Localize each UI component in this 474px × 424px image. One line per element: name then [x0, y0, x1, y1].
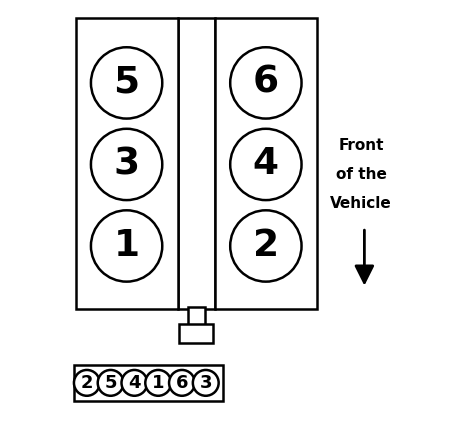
Text: Vehicle: Vehicle	[330, 196, 392, 211]
Text: 1: 1	[114, 228, 140, 264]
Text: 4: 4	[253, 146, 279, 182]
Circle shape	[121, 370, 147, 396]
Text: 1: 1	[152, 374, 164, 392]
Circle shape	[230, 47, 301, 119]
Circle shape	[193, 370, 219, 396]
Bar	[74, 365, 223, 401]
Bar	[188, 307, 205, 326]
Circle shape	[91, 129, 162, 200]
Circle shape	[98, 370, 124, 396]
Bar	[179, 324, 213, 343]
Text: 5: 5	[104, 374, 117, 392]
Text: 3: 3	[114, 146, 140, 182]
Text: 2: 2	[253, 228, 279, 264]
Circle shape	[169, 370, 195, 396]
Circle shape	[230, 129, 301, 200]
Text: 4: 4	[128, 374, 141, 392]
Text: 2: 2	[81, 374, 93, 392]
Text: 5: 5	[114, 65, 140, 101]
Bar	[178, 18, 215, 309]
Circle shape	[146, 370, 171, 396]
Bar	[215, 18, 317, 309]
Circle shape	[91, 210, 162, 282]
Text: of the: of the	[336, 167, 386, 182]
Circle shape	[91, 47, 162, 119]
Text: 3: 3	[200, 374, 212, 392]
Bar	[76, 18, 178, 309]
Text: 6: 6	[176, 374, 188, 392]
Circle shape	[230, 210, 301, 282]
Text: Front: Front	[338, 138, 384, 153]
Circle shape	[74, 370, 100, 396]
Text: 6: 6	[253, 65, 279, 101]
